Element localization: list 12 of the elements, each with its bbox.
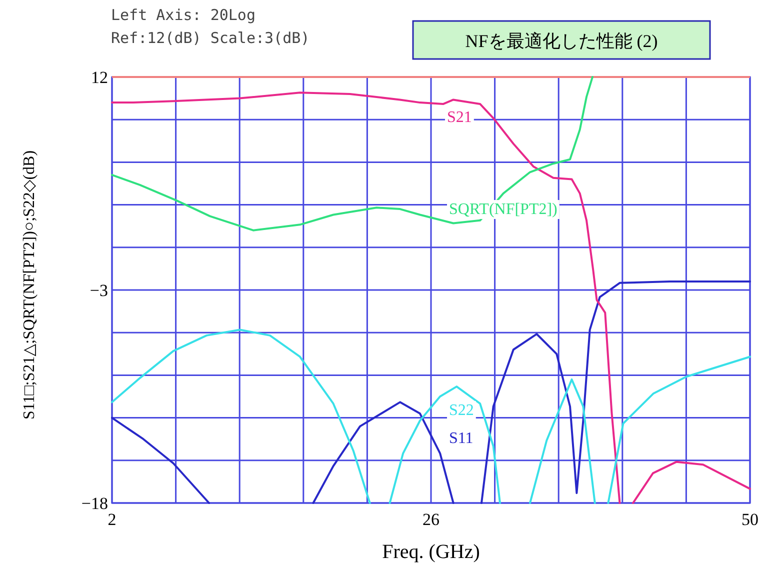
y-tick-label: −3 (90, 281, 108, 300)
x-tick-label: 50 (742, 510, 758, 529)
y-axis-title: S11□;S21△;SQRT(NF[PT2])○;S22◇(dB) (21, 150, 38, 420)
chart-title: NFを最適化した性能 (2) (465, 31, 658, 51)
text: Ref:12(dB) Scale:3(dB) (111, 29, 310, 47)
x-tick-label: 2 (108, 510, 116, 529)
x-tick-label: 26 (422, 510, 440, 529)
x-axis-title: Freq. (GHz) (382, 541, 480, 563)
text: Left Axis: 20Log (111, 6, 256, 24)
title: NFを最適化した性能 (2) (412, 20, 711, 60)
y-tick-label: 12 (91, 68, 108, 87)
y-tick-label: −18 (81, 494, 108, 513)
